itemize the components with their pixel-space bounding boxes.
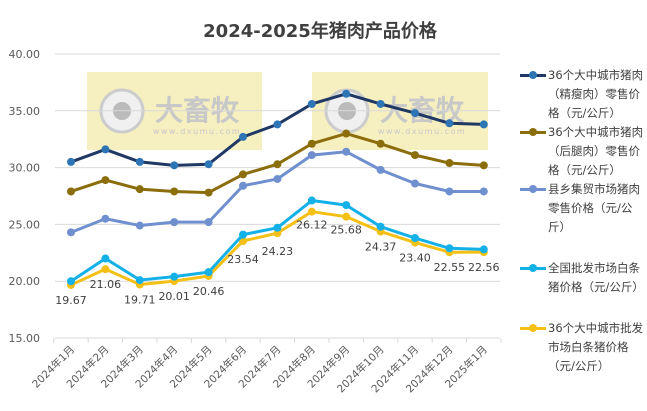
data-point: [204, 160, 213, 169]
data-point: [101, 176, 110, 185]
data-point: [479, 245, 488, 254]
data-label: 25.68: [330, 224, 362, 237]
data-point: [376, 165, 385, 174]
data-label: 20.46: [193, 285, 225, 298]
data-point: [411, 179, 419, 188]
data-point: [170, 161, 179, 170]
data-point: [135, 185, 144, 194]
data-point: [445, 159, 454, 168]
data-point: [101, 214, 110, 223]
data-point: [67, 228, 75, 237]
data-label: 26.12: [296, 219, 328, 232]
watermark-url: www.dxumu.com: [378, 127, 466, 136]
data-point: [479, 187, 488, 196]
data-label: 19.71: [124, 293, 156, 306]
data-label: 20.01: [158, 290, 190, 303]
series-line: [67, 129, 488, 197]
data-point: [445, 119, 454, 128]
y-tick-label: 35.00: [9, 105, 41, 118]
chart-title: 2024-2025年猪肉产品价格: [203, 20, 438, 42]
data-label: 21.06: [90, 278, 122, 291]
data-point: [307, 99, 316, 108]
data-label: 23.54: [227, 253, 259, 266]
legend-label: 36个大中城市猪肉（后腿肉）零售价格（元/公斤）: [548, 125, 644, 177]
legend-swatch: [520, 264, 546, 272]
legend-item: 全国批发市场白条猪价格（元/公斤）: [520, 259, 645, 297]
legend-item: 36个大中城市批发市场白条猪价格（元/公斤）: [520, 319, 645, 376]
y-tick-label: 20.00: [9, 275, 41, 288]
data-point: [376, 139, 385, 148]
data-point: [342, 129, 351, 138]
data-point: [307, 196, 316, 205]
data-label: 19.67: [55, 294, 87, 307]
legend: 36个大中城市猪肉（精瘦肉）零售价格（元/公斤） 36个大中城市猪肉（后腿肉）零售…: [520, 66, 645, 376]
legend-label: 36个大中城市猪肉（精瘦肉）零售价格（元/公斤）: [548, 68, 644, 120]
data-point: [204, 268, 213, 277]
data-point: [67, 187, 75, 196]
data-label: 24.23: [262, 245, 294, 258]
data-point: [307, 207, 316, 216]
data-point: [307, 151, 316, 160]
legend-item: 36个大中城市猪肉（后腿肉）零售价格（元/公斤）: [520, 123, 645, 180]
data-point: [204, 218, 213, 227]
legend-swatch: [520, 128, 546, 136]
y-tick-label: 30.00: [9, 162, 41, 175]
data-point: [101, 145, 110, 154]
data-point: [376, 99, 385, 108]
data-point: [445, 244, 454, 253]
data-label: 23.40: [399, 252, 431, 265]
data-point: [135, 276, 144, 285]
data-point: [67, 277, 75, 286]
data-point: [342, 89, 351, 98]
y-tick-label: 15.00: [9, 332, 41, 345]
data-label: 22.56: [468, 261, 500, 274]
data-point: [67, 157, 75, 166]
y-tick-label: 40.00: [9, 48, 41, 61]
data-point: [239, 132, 247, 141]
data-point: [239, 170, 247, 179]
legend-swatch: [520, 324, 546, 332]
data-point: [411, 234, 419, 243]
data-point: [239, 181, 247, 190]
data-label: 24.37: [365, 241, 397, 254]
legend-label: 县乡集贸市场猪肉零售价格（元/公斤）: [548, 182, 640, 234]
data-point: [135, 157, 144, 166]
data-point: [273, 223, 282, 232]
data-point: [342, 147, 351, 156]
watermark-url: www.dxumu.com: [153, 127, 241, 136]
data-point: [239, 230, 247, 239]
data-point: [170, 272, 179, 281]
data-point: [273, 120, 282, 129]
series-path: [70, 199, 484, 283]
data-point: [445, 187, 454, 196]
data-point: [170, 187, 179, 196]
data-point: [342, 212, 351, 221]
data-point: [170, 218, 179, 227]
legend-swatch: [520, 71, 546, 79]
data-point: [479, 120, 488, 129]
data-point: [101, 265, 110, 274]
data-point: [101, 254, 110, 263]
y-tick-label: 25.00: [9, 218, 41, 231]
data-point: [273, 174, 282, 183]
data-point: [411, 151, 419, 160]
series-line: [67, 147, 488, 237]
data-point: [479, 161, 488, 170]
data-point: [342, 201, 351, 210]
series-line: [67, 89, 488, 170]
data-point: [376, 222, 385, 231]
data-point: [273, 160, 282, 169]
legend-item: 36个大中城市猪肉（精瘦肉）零售价格（元/公斤）: [520, 66, 645, 123]
series-line: [67, 196, 488, 286]
data-point: [411, 109, 419, 118]
legend-item: 县乡集贸市场猪肉零售价格（元/公斤）: [520, 180, 645, 237]
legend-swatch: [520, 185, 546, 193]
data-label: 22.55: [434, 261, 466, 274]
data-point: [307, 139, 316, 148]
legend-label: 全国批发市场白条猪价格（元/公斤）: [548, 261, 644, 294]
data-point: [135, 221, 144, 230]
legend-label: 36个大中城市批发市场白条猪价格（元/公斤）: [548, 321, 644, 373]
data-point: [204, 188, 213, 197]
